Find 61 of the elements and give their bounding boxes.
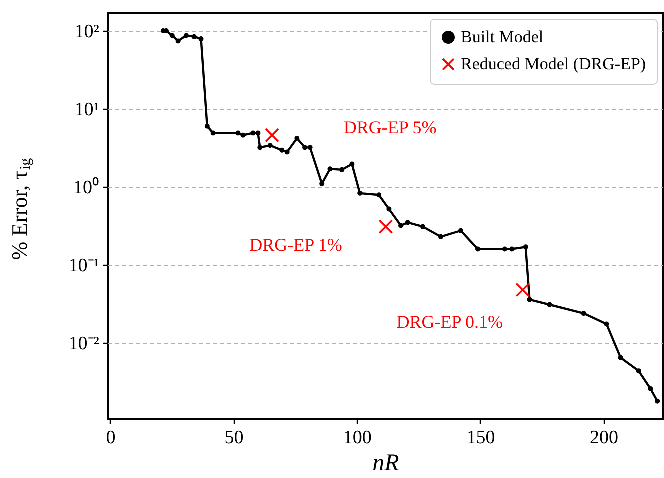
point: [236, 130, 241, 136]
point: [265, 128, 280, 143]
point: [198, 36, 204, 42]
point: [192, 34, 197, 40]
point: [340, 167, 345, 172]
point: [636, 368, 642, 374]
point: [502, 246, 508, 252]
point: [581, 311, 586, 316]
point: [386, 206, 392, 212]
x-axis-title: nR: [372, 450, 400, 476]
point: [268, 143, 273, 148]
y-tick-label: 10⁻²: [68, 334, 100, 355]
point: [476, 246, 480, 252]
x-tick-label: 0: [106, 428, 116, 448]
point: [170, 33, 175, 38]
annotation: DRG-EP 0.1%: [396, 312, 504, 332]
point: [438, 234, 444, 240]
legend-label: Built Model: [461, 28, 544, 46]
point: [516, 282, 530, 298]
legend-label: Reduced Model (DRG-EP): [461, 54, 646, 74]
point: [655, 398, 660, 404]
point: [358, 190, 363, 196]
annotation: DRG-EP 1%: [250, 234, 342, 255]
y-tick-label: 10⁰: [74, 176, 100, 199]
point: [376, 192, 382, 198]
x-tick-label: 150: [466, 428, 496, 448]
point: [420, 224, 426, 230]
point: [250, 130, 256, 136]
point: [405, 220, 410, 226]
point: [302, 145, 308, 150]
point: [328, 166, 333, 172]
point: [604, 322, 610, 327]
x-tick-label: 100: [343, 428, 372, 448]
x-tick-label: 200: [590, 428, 619, 448]
point: [523, 244, 528, 250]
point: [547, 302, 552, 308]
annotation: DRG-EP 5%: [344, 117, 437, 138]
point: [210, 130, 216, 136]
point: [294, 136, 300, 141]
y-tick-label: 10²: [74, 21, 100, 42]
y-axis-title: % Error, τig: [7, 158, 34, 260]
y-tick-label: 10¹: [74, 100, 100, 121]
x-tick-label: 50: [224, 428, 244, 448]
point: [256, 130, 261, 136]
point: [176, 38, 181, 44]
point: [350, 162, 355, 167]
point: [458, 228, 464, 234]
point: [204, 124, 210, 129]
point: [184, 33, 189, 38]
point: [308, 145, 313, 150]
point: [280, 148, 285, 153]
point: [398, 223, 404, 228]
point: [527, 297, 532, 302]
point: [378, 220, 394, 234]
point: [648, 386, 654, 392]
point: [284, 150, 290, 155]
point: [618, 355, 624, 360]
point: [510, 246, 515, 252]
y-tick-label: 10⁻¹: [68, 256, 100, 277]
point: [258, 145, 263, 150]
point: [240, 132, 246, 138]
